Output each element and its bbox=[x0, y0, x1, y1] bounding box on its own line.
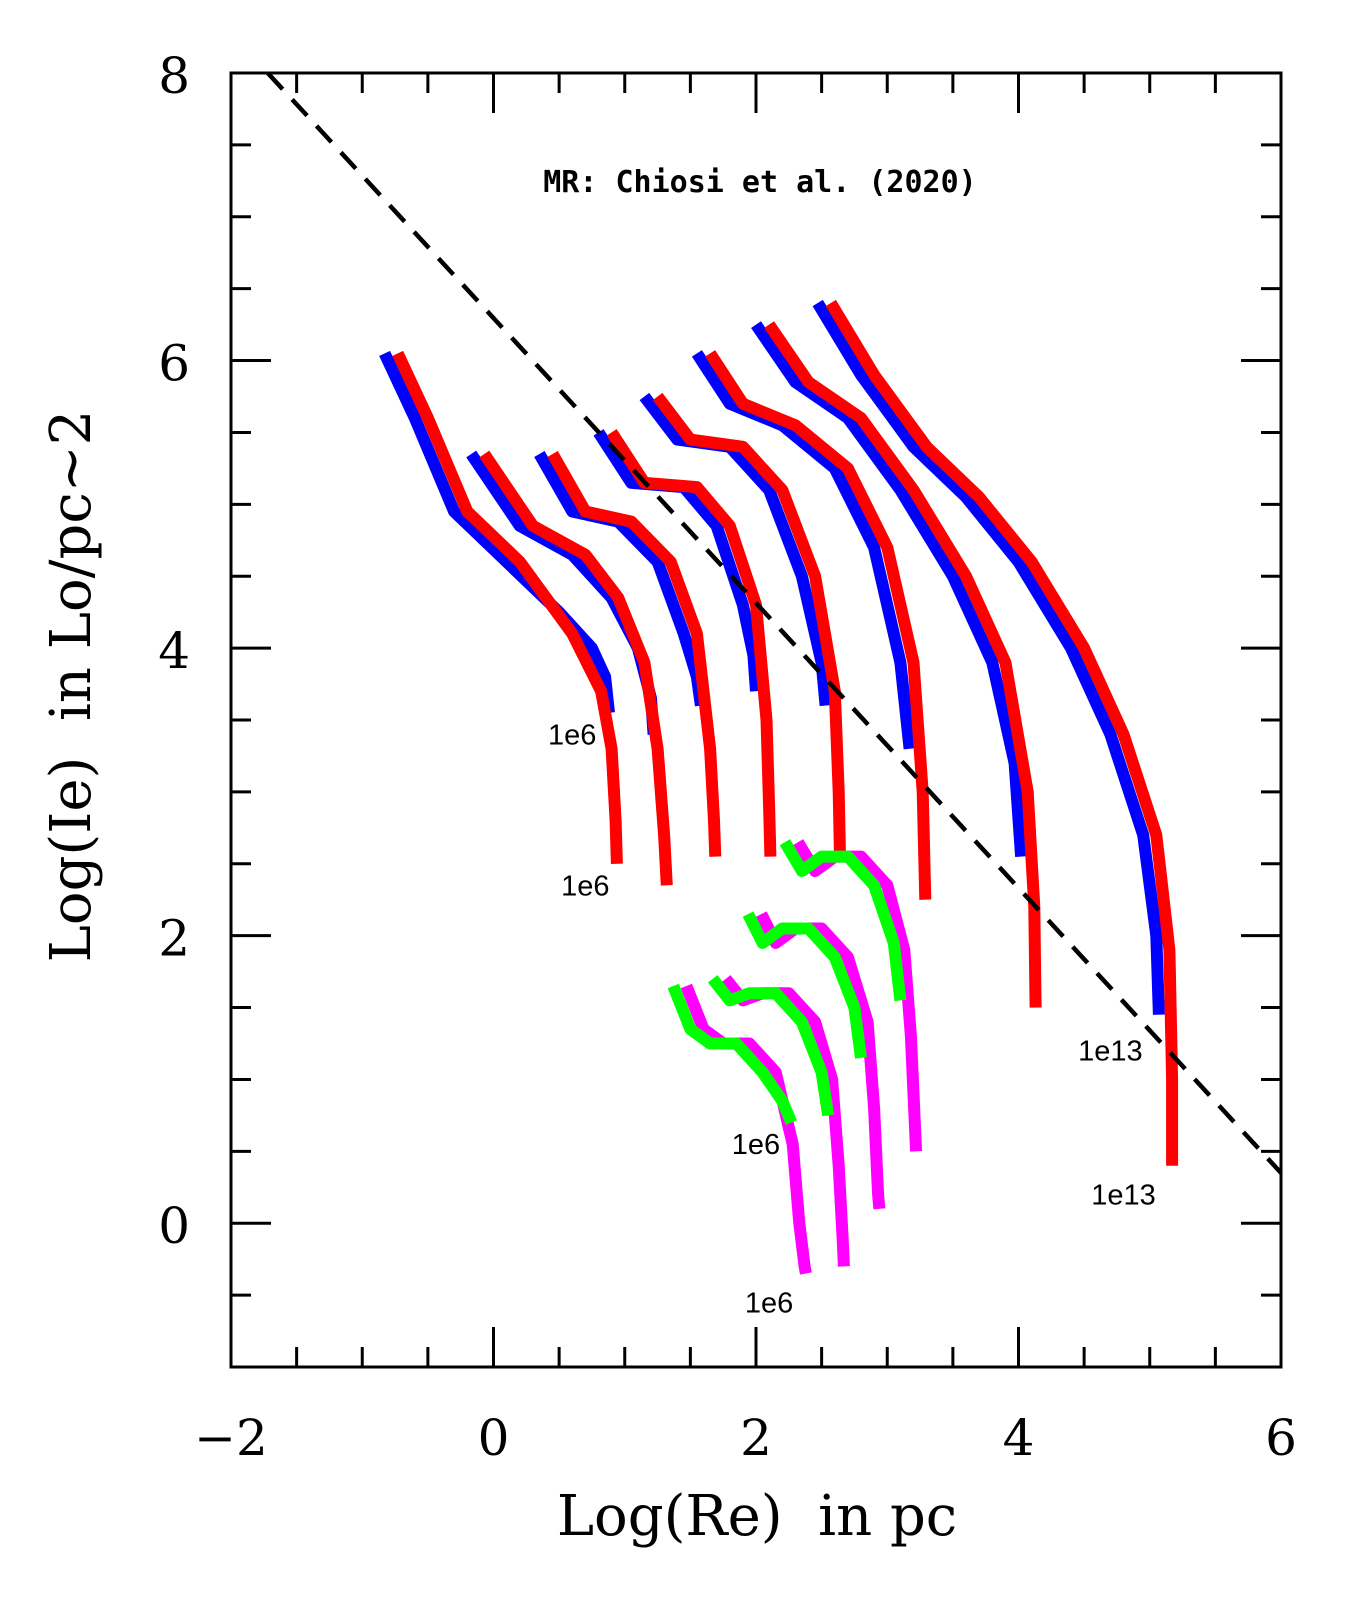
series-line-red-8 bbox=[825, 299, 1179, 1166]
chart-title: MR: Chiosi et al. (2020) bbox=[543, 165, 976, 200]
series-line-red-4 bbox=[606, 429, 777, 857]
series-line-green-2 bbox=[707, 975, 835, 1117]
x-tick-label: 2 bbox=[740, 1409, 772, 1467]
x-tick-label: 0 bbox=[478, 1409, 510, 1467]
series-line-red-5 bbox=[652, 392, 846, 857]
tick-labels: −2 0 2 4 6 0 2 4 6 8 bbox=[158, 47, 1297, 1467]
series-line-red-3 bbox=[547, 451, 722, 857]
x-tick-label: 4 bbox=[1003, 1409, 1035, 1467]
series-line-red-2 bbox=[479, 450, 673, 886]
y-tick-label: 6 bbox=[158, 335, 190, 393]
x-tick-label: 6 bbox=[1265, 1409, 1297, 1467]
reference-line bbox=[266, 71, 1283, 1175]
series-lines bbox=[379, 299, 1179, 1275]
series-line-magenta-3 bbox=[755, 911, 886, 1210]
series-line-red-6 bbox=[705, 350, 932, 900]
series-line-magenta-4 bbox=[792, 839, 923, 1152]
annotations: 1e6 1e6 1e13 1e13 1e6 1e6 bbox=[548, 719, 1156, 1319]
series-line-blue-5 bbox=[639, 392, 832, 707]
x-axis-title: Log(Re) in pc bbox=[557, 1484, 957, 1549]
series-line-blue-7 bbox=[751, 321, 1028, 858]
series-line-green-3 bbox=[742, 911, 867, 1059]
annotation-label: 1e6 bbox=[745, 1287, 793, 1319]
series-line-blue-6 bbox=[691, 350, 916, 750]
series-line-red-7 bbox=[764, 321, 1042, 1008]
series-line-red-1 bbox=[392, 350, 623, 864]
series-line-magenta-1 bbox=[680, 983, 812, 1275]
y-tick-label: 4 bbox=[158, 622, 190, 680]
y-tick-label: 2 bbox=[158, 910, 190, 968]
axis-ticks bbox=[229, 71, 1283, 1369]
annotation-label: 1e13 bbox=[1078, 1036, 1143, 1068]
series-line-blue-8 bbox=[812, 299, 1165, 1015]
y-axis-title: Log(Ie) in Lo/pc~2 bbox=[39, 410, 104, 963]
y-tick-label: 0 bbox=[158, 1197, 190, 1255]
x-tick-label: −2 bbox=[194, 1409, 268, 1467]
annotation-label: 1e6 bbox=[561, 870, 609, 902]
reference-line-group bbox=[266, 71, 1283, 1175]
annotation-label: 1e6 bbox=[732, 1129, 780, 1161]
series-line-green-4 bbox=[779, 839, 907, 1002]
annotation-label: 1e6 bbox=[548, 719, 596, 751]
y-tick-label: 8 bbox=[158, 47, 190, 105]
series-line-blue-4 bbox=[593, 429, 762, 692]
series-line-green-1 bbox=[667, 983, 797, 1125]
annotation-label: 1e13 bbox=[1091, 1179, 1156, 1211]
